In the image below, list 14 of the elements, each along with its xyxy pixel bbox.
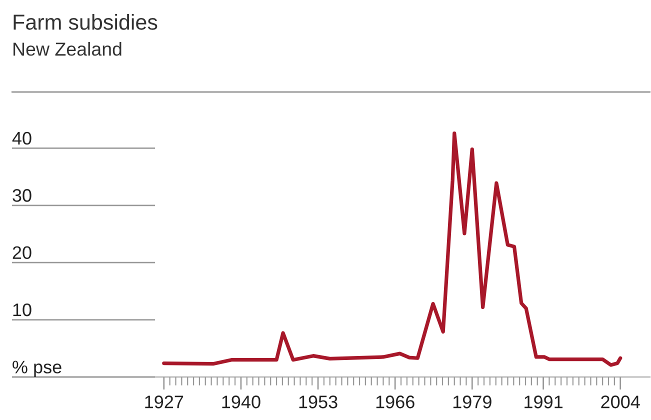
x-tick-label: 1953 xyxy=(299,396,338,408)
y-tick-label: 40 xyxy=(12,132,32,145)
x-tick-label: 1940 xyxy=(222,396,260,408)
x-tick-label: 1991 xyxy=(524,396,562,408)
x-tick-label: 1979 xyxy=(453,396,492,408)
y-tick-label: % pse xyxy=(12,360,62,377)
chart-subtitle: New Zealand xyxy=(14,42,122,56)
x-tick-label: 2004 xyxy=(601,396,640,408)
y-tick-label: 20 xyxy=(12,246,32,260)
y-tick-label: 10 xyxy=(13,303,32,316)
chart-title: Farm subsidies xyxy=(14,14,158,30)
x-tick-label: 1966 xyxy=(376,396,414,408)
x-tick-label: 1927 xyxy=(145,396,184,408)
y-tick-label: 30 xyxy=(12,189,32,202)
